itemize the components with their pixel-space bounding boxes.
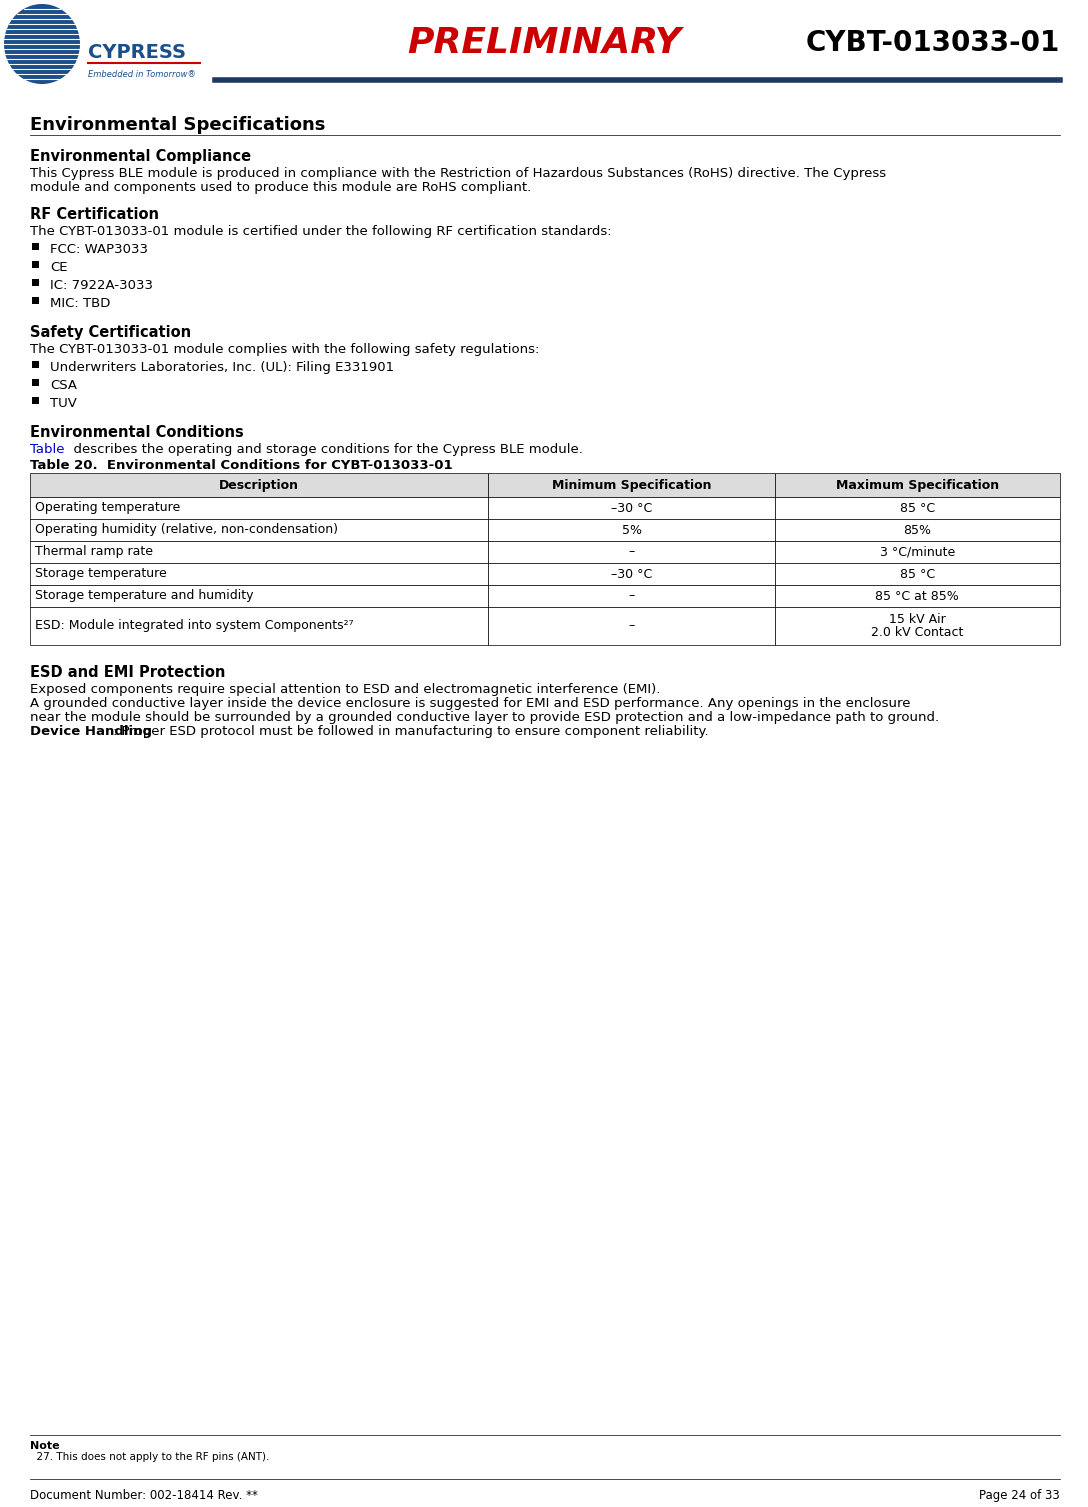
Text: FCC: WAP3033: FCC: WAP3033	[50, 243, 148, 256]
Text: Thermal ramp rate: Thermal ramp rate	[35, 546, 153, 559]
Bar	[30, 473, 489, 497]
Text: Exposed components require special attention to ESD and electromagnetic interfer: Exposed components require special atten…	[30, 683, 660, 696]
Text: Environmental Specifications: Environmental Specifications	[30, 116, 325, 134]
Text: CSA: CSA	[50, 378, 77, 392]
Bar	[489, 564, 775, 585]
Bar	[775, 564, 1060, 585]
Text: Table 20.  Environmental Conditions for CYBT-013033-01: Table 20. Environmental Conditions for C…	[30, 460, 453, 472]
Text: Environmental Compliance: Environmental Compliance	[30, 149, 251, 164]
Bar	[489, 473, 775, 497]
Text: Device Handling: Device Handling	[30, 725, 152, 738]
Bar	[30, 564, 489, 585]
Bar	[775, 607, 1060, 645]
Text: Embedded in Tomorrow®: Embedded in Tomorrow®	[88, 69, 196, 78]
Text: 5%: 5%	[621, 523, 642, 536]
Text: 2.0 kV Contact: 2.0 kV Contact	[871, 625, 964, 639]
Text: : Proper ESD protocol must be followed in manufacturing to ensure component reli: : Proper ESD protocol must be followed i…	[113, 725, 708, 738]
Bar	[489, 497, 775, 518]
Bar	[30, 585, 489, 607]
Bar	[489, 607, 775, 645]
Bar	[32, 297, 39, 304]
Bar	[32, 279, 39, 286]
Bar	[32, 396, 39, 404]
Bar	[775, 497, 1060, 518]
Text: Operating humidity (relative, non-condensation): Operating humidity (relative, non-conden…	[35, 523, 338, 536]
Text: Operating temperature: Operating temperature	[35, 502, 181, 514]
Text: 85 °C at 85%: 85 °C at 85%	[876, 589, 960, 603]
Text: module and components used to produce this module are RoHS compliant.: module and components used to produce th…	[30, 181, 531, 194]
Bar	[775, 473, 1060, 497]
Text: Minimum Specification: Minimum Specification	[552, 479, 712, 491]
Text: IC: 7922A-3033: IC: 7922A-3033	[50, 279, 153, 292]
Text: Storage temperature: Storage temperature	[35, 568, 166, 580]
Text: Table: Table	[30, 443, 64, 457]
Text: Safety Certification: Safety Certification	[30, 326, 191, 341]
Ellipse shape	[4, 5, 81, 84]
Text: –30 °C: –30 °C	[610, 502, 652, 514]
Text: Description: Description	[219, 479, 299, 491]
Text: Environmental Conditions: Environmental Conditions	[30, 425, 244, 440]
Text: –30 °C: –30 °C	[610, 568, 652, 580]
Text: TUV: TUV	[50, 396, 77, 410]
Bar	[30, 607, 489, 645]
Text: 3 °C/minute: 3 °C/minute	[880, 546, 955, 559]
Bar	[30, 497, 489, 518]
Bar	[32, 261, 39, 268]
Text: The CYBT-013033-01 module is certified under the following RF certification stan: The CYBT-013033-01 module is certified u…	[30, 225, 611, 238]
Bar	[32, 243, 39, 250]
Text: describes the operating and storage conditions for the Cypress BLE module.: describes the operating and storage cond…	[65, 443, 583, 457]
Bar	[489, 518, 775, 541]
Text: –: –	[629, 619, 634, 633]
Text: 15 kV Air: 15 kV Air	[889, 613, 945, 627]
Text: RF Certification: RF Certification	[30, 206, 159, 222]
Text: ESD: Module integrated into system Components²⁷: ESD: Module integrated into system Compo…	[35, 619, 354, 633]
Bar	[489, 541, 775, 564]
Text: Underwriters Laboratories, Inc. (UL): Filing E331901: Underwriters Laboratories, Inc. (UL): Fi…	[50, 362, 394, 374]
Text: –: –	[629, 546, 634, 559]
Text: The CYBT-013033-01 module complies with the following safety regulations:: The CYBT-013033-01 module complies with …	[30, 344, 540, 356]
Bar	[32, 378, 39, 386]
Text: 85 °C: 85 °C	[900, 502, 935, 514]
Text: Storage temperature and humidity: Storage temperature and humidity	[35, 589, 254, 603]
Text: CE: CE	[50, 261, 67, 274]
Text: CYBT-013033-01: CYBT-013033-01	[806, 29, 1060, 57]
Bar	[489, 585, 775, 607]
Bar	[32, 362, 39, 368]
Text: A grounded conductive layer inside the device enclosure is suggested for EMI and: A grounded conductive layer inside the d…	[30, 698, 911, 710]
Text: PRELIMINARY: PRELIMINARY	[407, 26, 681, 60]
Bar	[775, 541, 1060, 564]
Text: near the module should be surrounded by a grounded conductive layer to provide E: near the module should be surrounded by …	[30, 711, 939, 723]
Bar	[30, 541, 489, 564]
Text: 85%: 85%	[903, 523, 931, 536]
Text: MIC: TBD: MIC: TBD	[50, 297, 110, 310]
Text: 27. This does not apply to the RF pins (ANT).: 27. This does not apply to the RF pins (…	[30, 1453, 270, 1462]
Text: Maximum Specification: Maximum Specification	[836, 479, 999, 491]
Text: This Cypress BLE module is produced in compliance with the Restriction of Hazard: This Cypress BLE module is produced in c…	[30, 167, 886, 179]
Bar	[775, 518, 1060, 541]
Bar	[30, 518, 489, 541]
Bar	[775, 585, 1060, 607]
Text: –: –	[629, 589, 634, 603]
Text: CYPRESS: CYPRESS	[88, 42, 186, 62]
Text: 85 °C: 85 °C	[900, 568, 935, 580]
Text: Note: Note	[30, 1441, 60, 1451]
Text: Document Number: 002-18414 Rev. **: Document Number: 002-18414 Rev. **	[30, 1489, 258, 1502]
Text: ESD and EMI Protection: ESD and EMI Protection	[30, 665, 225, 680]
Text: Page 24 of 33: Page 24 of 33	[979, 1489, 1060, 1502]
